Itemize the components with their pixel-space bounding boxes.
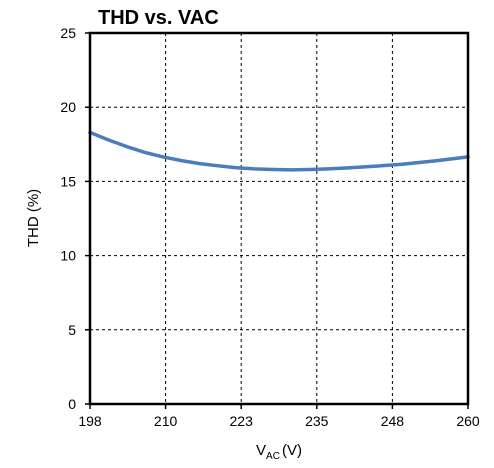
x-tick-label: 210	[154, 413, 178, 429]
series-layer	[88, 130, 470, 172]
plot-area-border	[88, 31, 470, 406]
x-axis-tick-labels: 198 210 223 235 248 260	[78, 404, 480, 429]
chart-title: THD vs. VAC	[98, 7, 219, 29]
y-tick-label: 20	[60, 99, 76, 115]
series-line-0	[88, 130, 470, 172]
x-axis-label-subscript: AC	[266, 451, 280, 462]
y-axis-label: THD (%)	[25, 189, 42, 247]
x-tick-label: 223	[230, 413, 254, 429]
y-tick-label: 5	[68, 322, 76, 338]
x-axis-label-main: V	[256, 442, 266, 459]
grid-lines	[90, 33, 468, 404]
x-tick-label: 248	[381, 413, 405, 429]
y-axis-tick-labels: 0 5 10 15 20 25	[60, 25, 90, 412]
x-tick-label: 235	[305, 413, 329, 429]
y-tick-label: 0	[68, 396, 76, 412]
x-tick-label: 198	[78, 413, 102, 429]
y-tick-label: 15	[60, 173, 76, 189]
x-tick-label: 260	[456, 413, 480, 429]
x-axis-label: VAC (V)	[256, 442, 302, 462]
x-axis-label-unit: (V)	[282, 442, 302, 459]
y-tick-label: 25	[60, 25, 76, 41]
y-tick-label: 10	[60, 248, 76, 264]
